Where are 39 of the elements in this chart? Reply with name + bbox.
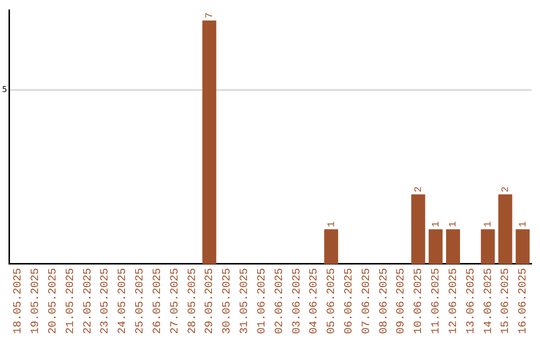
x-tick-label: 05.06.2025 — [326, 268, 338, 334]
x-tick-label: 08.06.2025 — [378, 268, 390, 334]
y-tick-label: 5 — [2, 85, 8, 94]
x-tick-label: 12.06.2025 — [448, 268, 460, 334]
data-label: 1 — [326, 221, 338, 228]
x-tick-label: 15.06.2025 — [500, 268, 512, 334]
x-tick-label: 06.06.2025 — [343, 268, 356, 334]
x-tick-label: 04.06.2025 — [308, 268, 321, 334]
x-tick-label: 26.05.2025 — [152, 268, 164, 334]
x-tick-label: 21.05.2025 — [64, 268, 77, 334]
x-tick-label: 10.06.2025 — [413, 268, 426, 334]
x-tick-label: 23.05.2025 — [100, 268, 112, 334]
x-tick-label: 31.05.2025 — [239, 268, 252, 334]
x-tick-label: 28.05.2025 — [186, 268, 199, 334]
data-label: 1 — [483, 221, 494, 228]
data-label: 1 — [431, 221, 442, 228]
x-tick-label: 20.05.2025 — [48, 268, 60, 334]
data-label: 2 — [414, 186, 425, 192]
data-label: 7 — [204, 12, 216, 18]
x-tick-label: 25.05.2025 — [134, 268, 147, 334]
x-tick-label: 16.06.2025 — [518, 268, 530, 334]
x-tick-label: 01.06.2025 — [256, 268, 268, 334]
x-tick-label: 22.05.2025 — [82, 268, 94, 334]
x-tick-label: 11.06.2025 — [430, 268, 443, 334]
x-tick-label: 07.06.2025 — [360, 268, 373, 334]
x-tick-label: 19.05.2025 — [30, 268, 42, 334]
data-label: 1 — [518, 221, 530, 228]
x-tick-label: 30.05.2025 — [222, 268, 234, 334]
x-tick-label: 03.06.2025 — [291, 268, 304, 334]
x-tick-label: 14.06.2025 — [482, 268, 495, 334]
data-label: 1 — [448, 221, 460, 228]
x-tick-label: 13.06.2025 — [465, 268, 478, 334]
data-label: 2 — [500, 186, 512, 192]
x-tick-label: 24.05.2025 — [117, 268, 130, 334]
x-tick-label: 27.05.2025 — [169, 268, 182, 334]
x-tick-label: 18.05.2025 — [12, 268, 25, 334]
x-tick-label: 09.06.2025 — [396, 268, 408, 334]
x-tick-label: 29.05.2025 — [204, 268, 216, 334]
x-tick-label: 02.06.2025 — [274, 268, 286, 334]
